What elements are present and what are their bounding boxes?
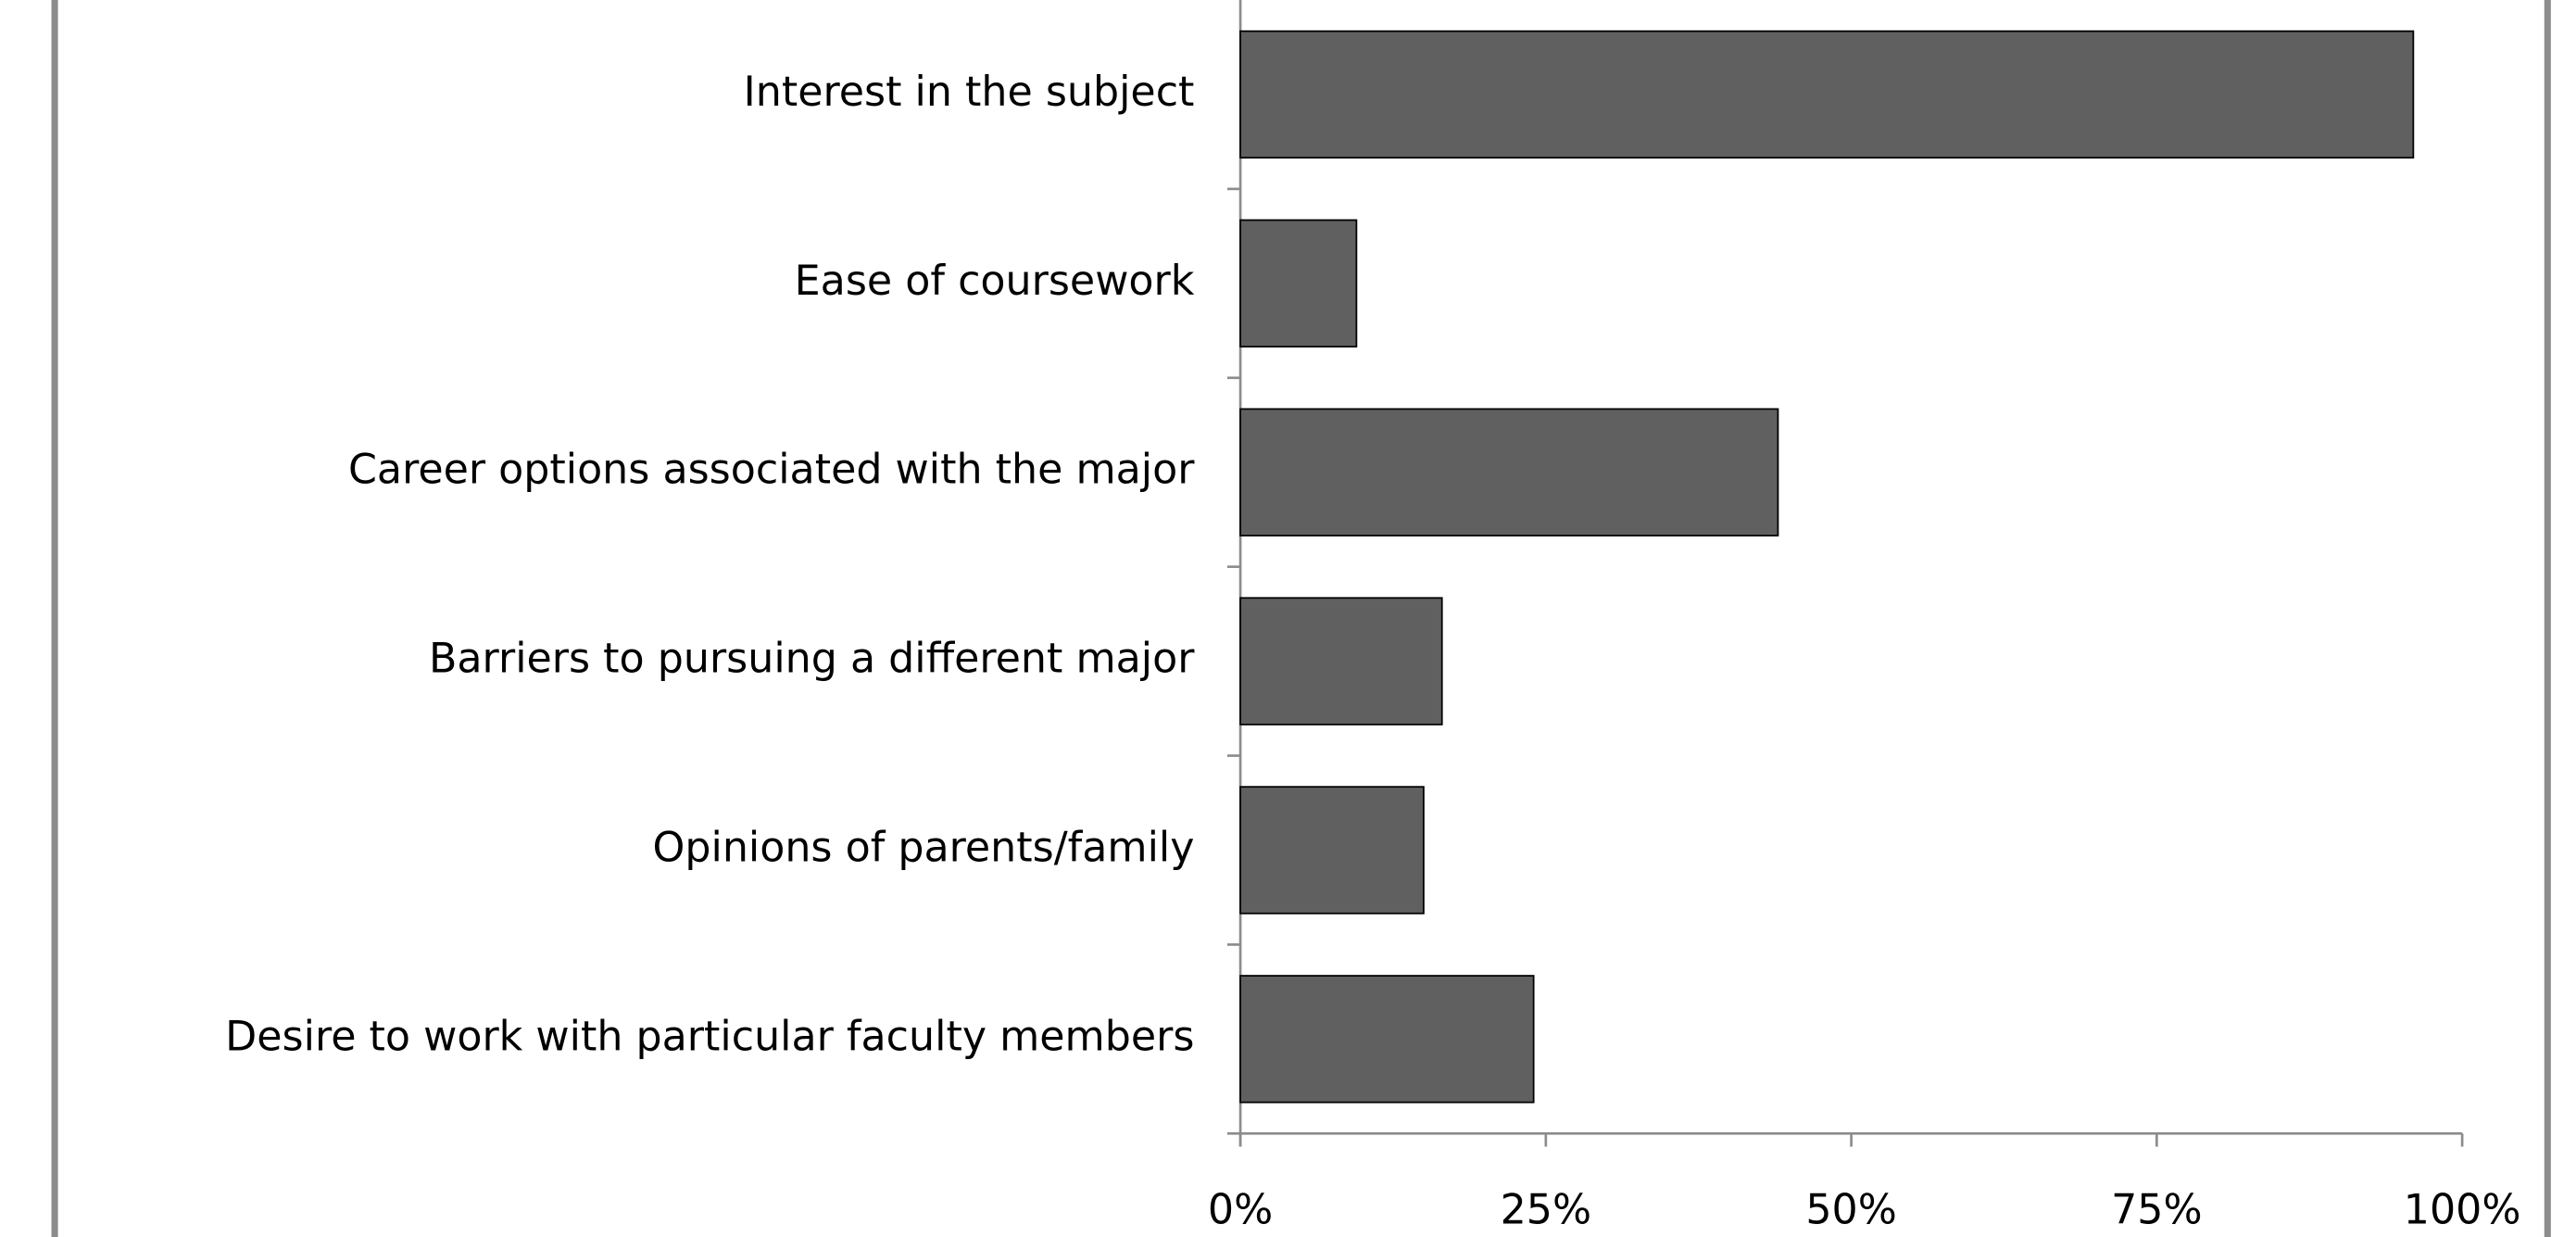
- x-tick-label: 0%: [1208, 1186, 1273, 1233]
- y-tick-label: Desire to work with particular faculty m…: [225, 1013, 1194, 1060]
- x-tick-label: 100%: [2404, 1186, 2521, 1233]
- x-tick-label: 75%: [2111, 1186, 2203, 1233]
- x-tick-label: 50%: [1805, 1186, 1897, 1233]
- y-tick-label: Interest in the subject: [744, 69, 1195, 116]
- y-tick-label: Ease of coursework: [795, 258, 1195, 305]
- frame-left: [51, 0, 58, 1237]
- y-tick-label: Barriers to pursuing a different major: [429, 636, 1195, 683]
- bar: [1239, 219, 1358, 348]
- bar: [1239, 597, 1443, 726]
- bar: [1239, 408, 1779, 536]
- y-tick-label: Opinions of parents/family: [653, 824, 1195, 871]
- frame-right: [2544, 0, 2551, 1237]
- bar: [1239, 975, 1535, 1104]
- bar: [1239, 786, 1425, 915]
- x-tick-label: 25%: [1501, 1186, 1592, 1233]
- bar: [1239, 30, 2415, 159]
- y-tick-label: Career options associated with the major: [348, 447, 1195, 494]
